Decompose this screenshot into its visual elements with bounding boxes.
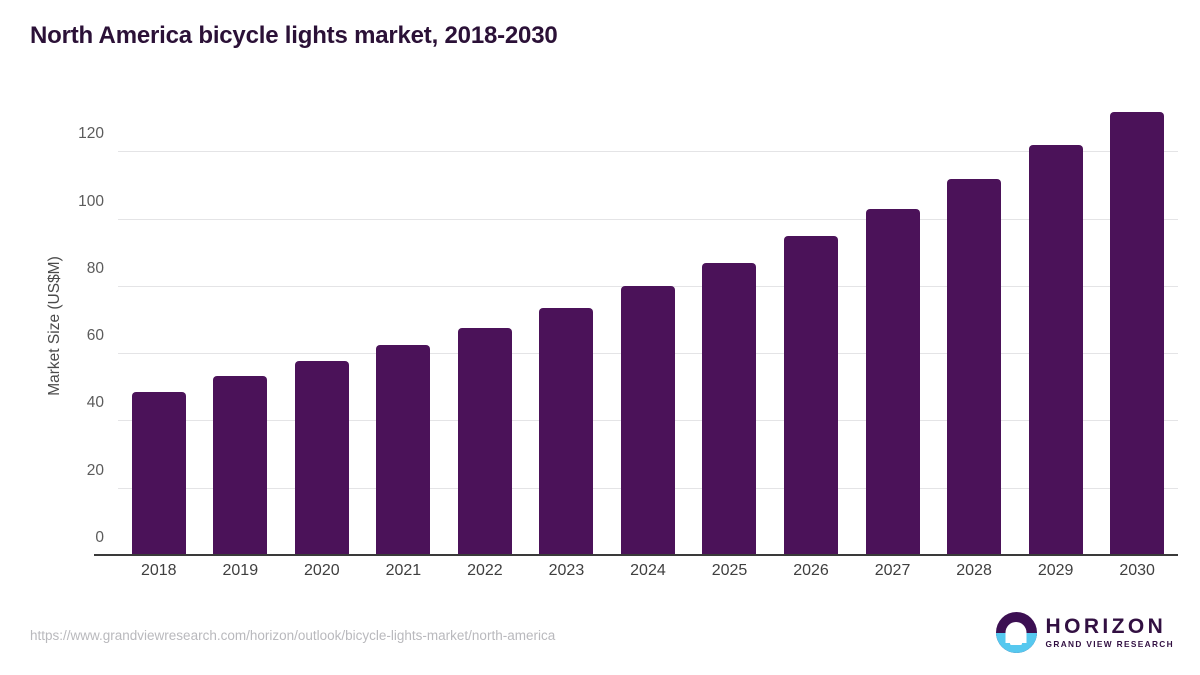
y-axis-tick-label: 80 [86, 259, 104, 277]
logo-tagline: GRAND VIEW RESEARCH [1045, 639, 1174, 650]
bar-2029[interactable] [1028, 145, 1083, 554]
bar-2025[interactable] [702, 262, 757, 554]
logo-text: HORIZON GRAND VIEW RESEARCH [1046, 616, 1174, 648]
x-axis-tick-label: 2019 [222, 562, 259, 579]
y-axis-tick-label: 40 [86, 394, 104, 412]
bar-2024[interactable] [620, 285, 675, 554]
bar-2021[interactable] [376, 344, 431, 554]
page-title: North America bicycle lights market, 201… [30, 22, 558, 49]
bar-2020[interactable] [294, 361, 349, 554]
x-axis-tick-label: 2027 [874, 562, 911, 579]
x-axis-tick-label: 2023 [548, 562, 585, 579]
x-axis-tick-label: 2030 [1119, 562, 1155, 579]
logo-wordmark: HORIZON [1045, 615, 1167, 639]
x-axis-tick-label: 2026 [793, 562, 829, 579]
x-axis-tick-label: 2020 [304, 562, 340, 579]
horizon-logo[interactable]: HORIZON GRAND VIEW RESEARCH [995, 612, 1174, 653]
bars-group [118, 95, 1178, 554]
y-axis-tick-label: 60 [86, 327, 104, 345]
bar-slot [607, 95, 689, 554]
bar-slot [526, 95, 608, 554]
x-axis-line [94, 554, 1178, 556]
bar-2027[interactable] [865, 208, 920, 554]
bar-slot [200, 95, 282, 554]
bar-slot [852, 95, 934, 554]
bar-slot [1096, 95, 1178, 554]
bar-slot [1015, 95, 1097, 554]
y-axis-tick-label: 100 [78, 192, 104, 210]
bar-slot [933, 95, 1015, 554]
plot-area: Market Size (US$M) 0 20 40 60 80 100 120 [46, 95, 1178, 556]
x-axis-tick-label: 2018 [140, 562, 177, 579]
x-axis-tick-label: 2025 [711, 562, 748, 579]
x-axis-tick-label: 2024 [630, 562, 666, 579]
bar-slot [770, 95, 852, 554]
bar-2026[interactable] [784, 235, 839, 554]
horizon-sun-icon [995, 612, 1037, 653]
x-axis-tick-label: 2028 [956, 562, 992, 579]
bar-slot [281, 95, 363, 554]
bar-slot [444, 95, 526, 554]
bar-2030[interactable] [1110, 111, 1165, 554]
bar-2022[interactable] [457, 327, 512, 554]
y-axis-title: Market Size (US$M) [46, 255, 63, 396]
x-axis-tick-label: 2021 [385, 562, 422, 579]
bar-slot [363, 95, 445, 554]
gridline [118, 151, 1178, 153]
y-axis-tick-label: 120 [78, 125, 104, 143]
x-axis-tick-labels: 2018 2019 2020 2021 2022 2023 2024 2025 2026 2027… [118, 562, 1178, 580]
gridline [118, 218, 1178, 220]
bar-2018[interactable] [131, 391, 186, 554]
bar-2028[interactable] [947, 178, 1002, 554]
bar-2019[interactable] [213, 376, 268, 554]
x-axis-tick-label: 2029 [1037, 562, 1074, 579]
bar-slot [689, 95, 771, 554]
y-axis-tick-label: 0 [95, 529, 104, 546]
x-axis-tick-label: 2022 [467, 562, 503, 579]
bar-slot [118, 95, 200, 554]
y-axis-tick-label: 20 [86, 461, 104, 479]
source-url[interactable]: https://www.grandviewresearch.com/horizo… [30, 628, 556, 643]
bar-2023[interactable] [539, 307, 594, 554]
